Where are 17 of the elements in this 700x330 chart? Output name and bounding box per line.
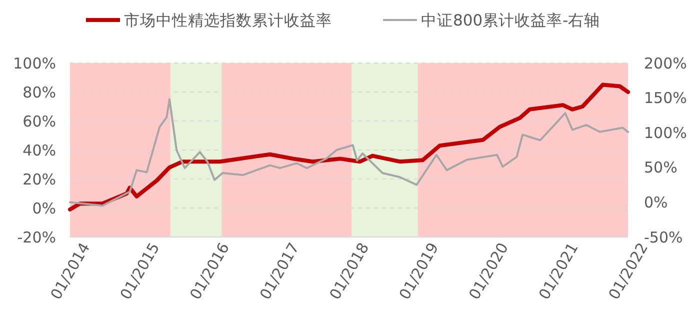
line-series xyxy=(69,98,629,207)
legend-label: 市场中性精选指数累计收益率 xyxy=(124,11,332,30)
y-tick-label: 60% xyxy=(22,112,56,130)
line-series xyxy=(68,82,630,212)
y2-tick-label: -50% xyxy=(644,228,683,246)
y2-tick-label: 50% xyxy=(644,158,678,177)
y-tick-label: 100% xyxy=(13,54,56,72)
y-tick-label: 0% xyxy=(32,199,56,218)
legend-label: 中证800累计收益率-右轴 xyxy=(421,11,600,30)
y-tick-label: 20% xyxy=(22,170,56,188)
y-tick-label: 40% xyxy=(22,141,56,160)
y2-tick-label: 200% xyxy=(644,54,687,72)
y-tick-label: -20% xyxy=(17,228,56,246)
y-tick-label: 80% xyxy=(22,83,56,102)
y2-tick-label: 150% xyxy=(644,89,687,108)
y2-tick-label: 100% xyxy=(644,124,687,142)
y2-tick-label: 0% xyxy=(644,193,668,212)
